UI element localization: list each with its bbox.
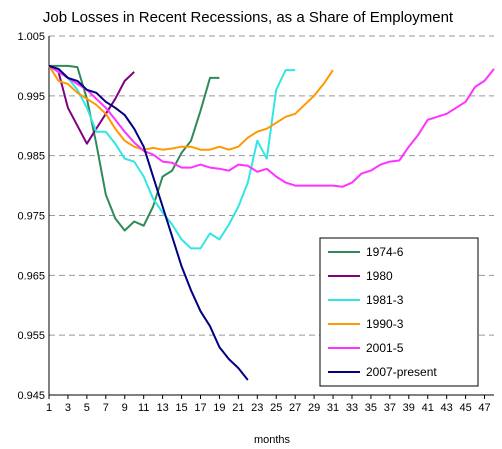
x-tick-label: 25 [270, 402, 282, 414]
x-tick-label: 23 [251, 402, 263, 414]
y-tick-label: 0.975 [17, 211, 45, 223]
chart-title: Job Losses in Recent Recessions, as a Sh… [43, 9, 454, 26]
legend-label: 2007-present [366, 365, 437, 379]
series-line-2001-5 [48, 65, 495, 188]
x-tick-label: 21 [232, 402, 244, 414]
x-tick-label: 27 [289, 402, 301, 414]
x-tick-label: 33 [346, 402, 358, 414]
legend: 1974-6 1980 1981-3 1990-3 2001-5 2007-present [319, 237, 479, 387]
x-tick-label: 43 [441, 402, 453, 414]
x-tick-label: 11 [138, 402, 149, 414]
x-axis-label: months [254, 434, 291, 446]
x-tick-label: 13 [156, 402, 168, 414]
x-tick-label: 45 [459, 402, 471, 414]
legend-label: 2001-5 [366, 341, 404, 355]
x-tick-label: 9 [122, 402, 128, 414]
x-tick-label: 15 [175, 402, 187, 414]
legend-label: 1981-3 [366, 293, 404, 307]
x-tick-label: 17 [194, 402, 206, 414]
x-tick-label: 37 [384, 402, 396, 414]
y-tick-label: 0.955 [17, 330, 45, 342]
y-tick-label: 0.965 [17, 270, 45, 282]
y-tick-label: 1.005 [17, 31, 45, 43]
series-lines [48, 64, 495, 381]
x-tick-label: 1 [46, 402, 52, 414]
x-tick-label: 41 [422, 402, 434, 414]
series-line-1974-6 [49, 64, 220, 232]
x-tick-label: 7 [103, 402, 109, 414]
y-tick-label: 0.995 [17, 91, 45, 103]
legend-label: 1980 [366, 269, 393, 283]
x-tick-label: 31 [327, 402, 339, 414]
x-tick-label: 3 [65, 402, 71, 414]
y-tick-label: 0.985 [17, 151, 45, 163]
series-line-2007-present [48, 64, 249, 381]
x-tick-label: 19 [213, 402, 225, 414]
series-line-1980 [48, 65, 135, 145]
legend-label: 1974-6 [366, 245, 404, 259]
legend-box [319, 237, 479, 387]
x-tick-label: 47 [478, 402, 490, 414]
legend-label: 1990-3 [366, 317, 404, 331]
x-tick-label: 35 [365, 402, 377, 414]
series-line-1981-3 [48, 65, 296, 250]
x-tick-label: 29 [308, 402, 320, 414]
y-tick-label: 0.945 [17, 390, 45, 402]
series-line-1990-3 [48, 65, 334, 151]
x-tick-label: 5 [84, 402, 90, 414]
x-tick-label: 39 [403, 402, 415, 414]
